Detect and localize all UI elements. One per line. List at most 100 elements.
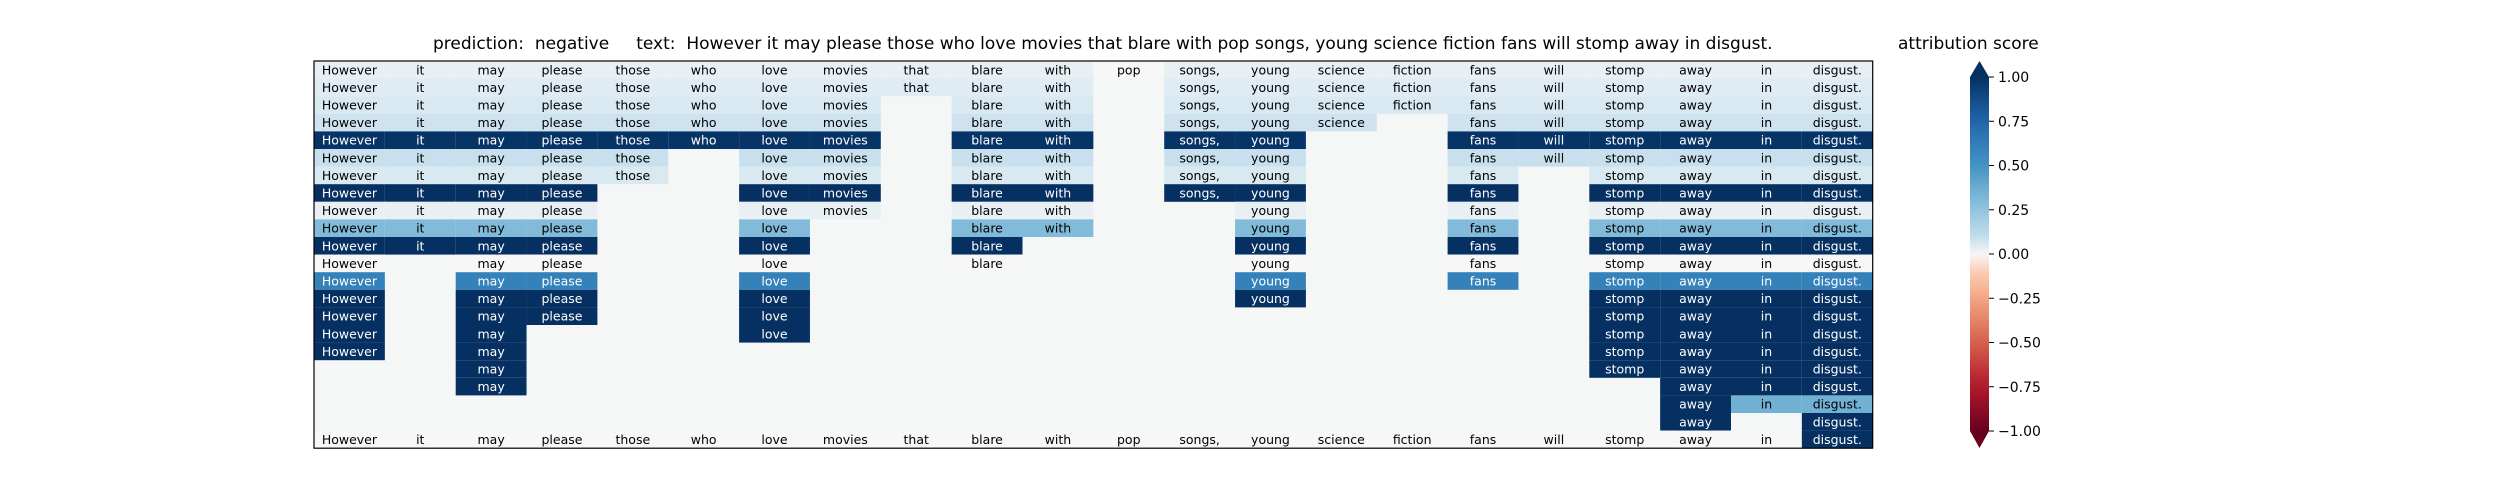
token-label: in <box>1761 326 1772 341</box>
heatmap-cell <box>1660 131 1731 149</box>
token-label: However <box>322 256 378 271</box>
token-label: in <box>1761 62 1772 77</box>
heatmap-cell <box>1589 78 1661 97</box>
heatmap-cell <box>1731 395 1802 413</box>
heatmap-cell <box>314 96 385 114</box>
token-label: However <box>322 80 378 95</box>
token-label: However <box>322 432 378 447</box>
heatmap-cell <box>668 131 740 149</box>
token-label: blare <box>971 432 1003 447</box>
token-label: those <box>615 115 650 130</box>
heatmap-cell <box>526 201 598 220</box>
heatmap-cell <box>526 254 598 273</box>
token-label: stomp <box>1605 62 1644 77</box>
token-label: young <box>1251 291 1290 306</box>
token-label: please <box>541 291 582 306</box>
token-label: disgust. <box>1813 115 1862 130</box>
heatmap-cell <box>597 166 669 185</box>
heatmap-cell <box>526 113 598 132</box>
token-label: may <box>478 98 506 113</box>
token-label: fans <box>1470 203 1497 218</box>
heatmap-cell <box>597 96 669 114</box>
token-label: away <box>1679 397 1713 412</box>
heatmap-cell <box>1235 131 1306 149</box>
heatmap-cell <box>455 360 527 378</box>
heatmap-cell <box>455 61 527 79</box>
token-label: science <box>1318 432 1365 447</box>
heatmap-cell <box>1731 307 1802 325</box>
heatmap-cell <box>1801 149 1873 167</box>
token-label: love <box>761 256 788 271</box>
token-label: fans <box>1470 98 1497 113</box>
heatmap-cell <box>1164 184 1236 202</box>
colorbar-tick-label: 0.75 <box>1998 114 2029 130</box>
heatmap-cell <box>1660 430 1731 449</box>
token-label: may <box>478 62 506 77</box>
heatmap-cell <box>1801 219 1873 237</box>
heatmap-cell <box>597 78 669 97</box>
heatmap-cell <box>809 96 881 114</box>
token-label: who <box>691 62 717 77</box>
heatmap-cell <box>597 131 669 149</box>
heatmap-cell <box>597 430 669 449</box>
heatmap-cell <box>1447 149 1519 167</box>
heatmap-cell <box>1660 254 1731 273</box>
token-label: may <box>478 221 506 236</box>
heatmap-cell <box>384 430 456 449</box>
attribution-heatmap: However it may please those who love movies that… <box>313 60 1874 449</box>
heatmap-cell <box>455 237 527 255</box>
heatmap-cell <box>526 272 598 290</box>
colorbar-tick-label: 0.00 <box>1998 247 2029 263</box>
token-label: movies <box>823 168 868 183</box>
token-label: may <box>478 133 506 148</box>
heatmap-cell <box>1589 131 1661 149</box>
token-label: fans <box>1470 274 1497 289</box>
token-label: songs, <box>1179 133 1220 148</box>
heatmap-cell <box>1376 430 1448 449</box>
token-label: may <box>478 203 506 218</box>
token-label: it <box>416 186 424 201</box>
heatmap-cell <box>1801 131 1873 149</box>
heatmap-cell <box>314 78 385 97</box>
heatmap-cell <box>314 289 385 308</box>
token-label: with <box>1045 80 1072 95</box>
token-label: disgust. <box>1813 256 1862 271</box>
heatmap-cell <box>951 430 1023 449</box>
heatmap-cell <box>739 166 810 185</box>
token-label: love <box>761 432 788 447</box>
colorbar-tick-label: −0.50 <box>1998 336 2041 352</box>
heatmap-cell <box>1660 360 1731 378</box>
token-label: blare <box>971 150 1003 165</box>
token-label: disgust. <box>1813 221 1862 236</box>
heatmap-cell <box>668 96 740 114</box>
heatmap-cell <box>384 149 456 167</box>
token-label: in <box>1761 344 1772 359</box>
token-label: love <box>761 186 788 201</box>
token-label: it <box>416 150 424 165</box>
heatmap-cell <box>1589 325 1661 343</box>
token-label: fans <box>1470 186 1497 201</box>
token-label: young <box>1251 133 1290 148</box>
token-label: will <box>1544 98 1565 113</box>
heatmap-cell <box>1589 166 1661 185</box>
token-label: that <box>904 62 929 77</box>
heatmap-cell <box>1660 219 1731 237</box>
token-label: love <box>761 133 788 148</box>
token-label: songs, <box>1179 150 1220 165</box>
heatmap-cell <box>314 307 385 325</box>
heatmap-cell <box>1589 201 1661 220</box>
heatmap-cell <box>455 166 527 185</box>
heatmap-cell <box>739 430 810 449</box>
token-label: may <box>478 150 506 165</box>
token-label: those <box>615 168 650 183</box>
token-label: may <box>478 291 506 306</box>
heatmap-cell <box>384 219 456 237</box>
heatmap-cell <box>1447 131 1519 149</box>
token-label: However <box>322 326 378 341</box>
heatmap-cell <box>1731 131 1802 149</box>
heatmap-cell <box>1660 325 1731 343</box>
heatmap-cell <box>1801 184 1873 202</box>
token-label: young <box>1251 203 1290 218</box>
heatmap-cell <box>1235 96 1306 114</box>
heatmap-cell <box>1235 219 1306 237</box>
